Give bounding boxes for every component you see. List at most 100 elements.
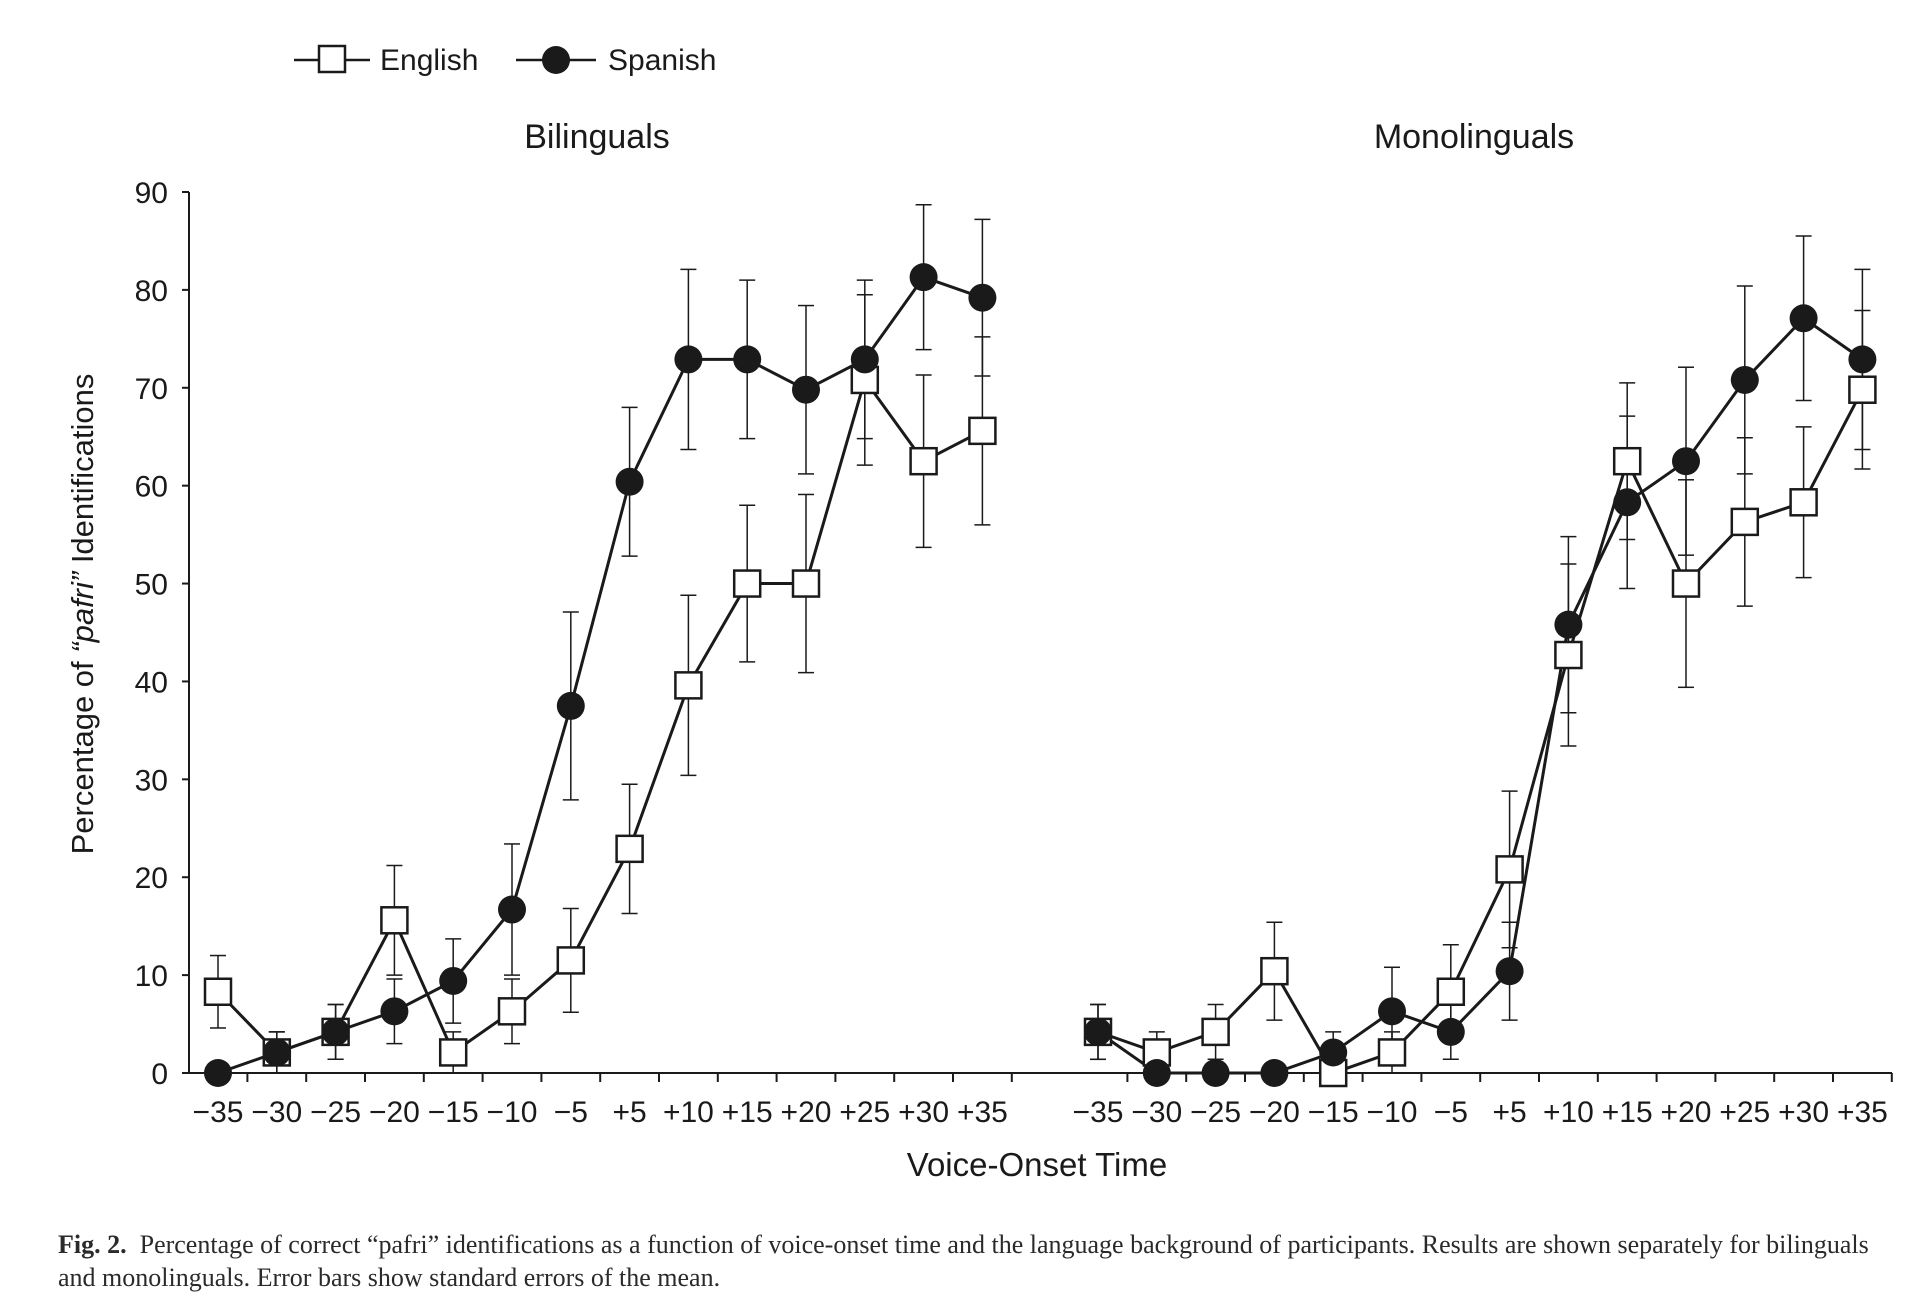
y-tick-label: 60: [135, 471, 168, 504]
y-tick-label: 40: [135, 666, 168, 699]
x-tick-label: −20: [1249, 1096, 1300, 1129]
spanish-point: [1201, 1059, 1230, 1087]
spanish-point: [1378, 997, 1406, 1026]
x-tick-label: +30: [1778, 1096, 1829, 1129]
spanish-series-line: [1097, 316, 1864, 1075]
spanish-point: [1848, 345, 1877, 374]
x-tick-label: −5: [1434, 1096, 1468, 1129]
spanish-point: [380, 997, 409, 1026]
caption-label: Fig. 2.: [58, 1230, 127, 1259]
spanish-point: [262, 1038, 291, 1067]
spanish-point: [1730, 365, 1759, 394]
x-tick-label: +25: [1719, 1096, 1770, 1129]
legend-spanish-marker: [542, 46, 570, 74]
spanish-point: [1554, 610, 1583, 639]
x-tick-label: −10: [1367, 1096, 1418, 1129]
legend-item-english: English: [294, 44, 478, 77]
english-point: [1730, 507, 1760, 537]
x-tick-label: −30: [251, 1096, 302, 1129]
y-ticks: 0 10 20 30 40 50 60 70 80 90: [135, 177, 189, 1091]
english-point: [203, 977, 233, 1007]
english-point: [497, 997, 527, 1026]
english-point: [438, 1038, 468, 1067]
x-tick-label: +5: [1492, 1096, 1526, 1129]
legend-english-label: English: [380, 44, 478, 77]
x-tick-label: −15: [428, 1096, 479, 1129]
spanish-point: [1260, 1059, 1289, 1087]
x-tick-label: −5: [554, 1096, 588, 1129]
spanish-point: [615, 467, 644, 496]
x-tick-label: +15: [1602, 1096, 1653, 1129]
legend-spanish-label: Spanish: [608, 44, 716, 77]
legend-item-spanish: Spanish: [516, 44, 716, 77]
x-tick-label: +30: [898, 1096, 949, 1129]
english-series-line: [1097, 389, 1864, 1075]
english-point: [1201, 1017, 1230, 1047]
english-point: [1436, 977, 1466, 1007]
x-tick-label: −35: [1073, 1096, 1124, 1129]
y-tick-label: 80: [135, 275, 168, 308]
y-axis-label-prefix: Percentage of: [65, 653, 100, 855]
x-tick-label: −30: [1131, 1096, 1182, 1129]
english-point: [380, 906, 409, 935]
english-point: [1671, 569, 1701, 598]
panel-title-monolinguals: Monolinguals: [1374, 118, 1574, 156]
spanish-point: [498, 895, 526, 924]
english-point: [556, 946, 586, 975]
spanish-point: [1436, 1017, 1465, 1046]
english-point: [1377, 1038, 1407, 1067]
x-tick-label: −25: [310, 1096, 361, 1129]
english-point: [1554, 640, 1583, 670]
x-tick-label: −35: [193, 1096, 244, 1129]
panel-title-bilinguals: Bilinguals: [524, 118, 670, 156]
spanish-point: [674, 345, 703, 374]
x-tick-label: +25: [839, 1096, 890, 1129]
y-tick-label: 10: [135, 960, 168, 993]
english-point: [791, 569, 821, 598]
legend: English Spanish: [294, 44, 716, 77]
x-tick-label: +35: [957, 1096, 1008, 1129]
spanish-point: [556, 691, 585, 720]
x-tick-label: +35: [1837, 1096, 1888, 1129]
x-tick-label: +10: [1543, 1096, 1594, 1129]
english-point: [968, 416, 997, 446]
x-axis-label: Voice-Onset Time: [907, 1146, 1167, 1183]
y-tick-label: 20: [135, 862, 168, 895]
english-point: [1612, 446, 1642, 476]
caption-text: Percentage of correct “pafri” identifica…: [58, 1230, 1869, 1292]
y-tick-label: 90: [135, 177, 168, 210]
spanish-point: [439, 966, 468, 995]
panel-bilinguals: [203, 203, 997, 1087]
y-axis-label-italic: “pafri”: [65, 570, 100, 653]
spanish-point: [1613, 488, 1642, 517]
x-tick-label: +15: [722, 1096, 773, 1129]
english-point: [615, 834, 644, 864]
x-tick-label: +5: [612, 1096, 646, 1129]
spanish-point: [1319, 1038, 1348, 1067]
x-tick-label: −20: [369, 1096, 420, 1129]
english-point: [1495, 855, 1524, 884]
english-series-line: [216, 376, 984, 1055]
y-axis-label-suffix: Identifications: [65, 374, 100, 572]
english-point: [732, 569, 762, 598]
spanish-point: [1672, 447, 1700, 476]
spanish-point: [1142, 1059, 1171, 1087]
x-tick-label: −25: [1190, 1096, 1241, 1129]
english-point: [674, 671, 703, 700]
spanish-point: [1789, 304, 1818, 333]
spanish-point: [1495, 957, 1524, 986]
legend-english-marker: [317, 44, 347, 74]
y-tick-label: 30: [135, 764, 168, 797]
english-point: [1848, 375, 1877, 404]
spanish-point: [733, 345, 762, 374]
spanish-point: [204, 1059, 232, 1087]
y-tick-label: 70: [135, 373, 168, 406]
x-ticks: −35 −30 −25 −20 −15 −10 −5 +5 +10 +15 +20 +25 +30 +35…: [193, 1073, 1893, 1129]
y-tick-label: 50: [135, 569, 168, 602]
spanish-point: [968, 283, 997, 312]
x-tick-label: +20: [781, 1096, 832, 1129]
panel-monolinguals: [1083, 235, 1877, 1088]
english-point: [1789, 488, 1818, 517]
x-tick-label: +10: [663, 1096, 714, 1129]
